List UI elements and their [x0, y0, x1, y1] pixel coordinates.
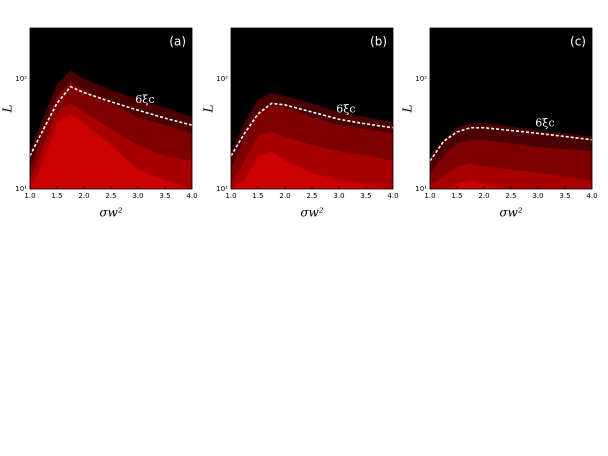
x-tick-label: 3.0 [532, 192, 543, 200]
annotation: 6ξc [336, 102, 355, 115]
y-tick-label: 10¹ [216, 185, 228, 193]
x-tick-label: 2.5 [105, 192, 116, 200]
x-tick-label: 1.5 [451, 192, 462, 200]
x-tick-label: 4.0 [586, 192, 597, 200]
curve [429, 126, 593, 162]
x-tick-label: 1.5 [51, 192, 62, 200]
y-tick-label: 10² [15, 75, 27, 83]
annotation: 6ξc [535, 116, 554, 129]
x-tick-label: 4.0 [387, 192, 398, 200]
x-axis-label: σw² [99, 206, 122, 220]
x-tick-label: 3.5 [159, 192, 170, 200]
curve [29, 85, 193, 157]
x-tick-label: 3.0 [132, 192, 143, 200]
y-axis-label: L [202, 104, 216, 113]
x-tick-label: 1.5 [252, 192, 263, 200]
x-tick-label: 1.0 [225, 192, 236, 200]
contour-band [430, 180, 592, 189]
curve [230, 102, 394, 157]
y-tick-label: 10¹ [415, 185, 427, 193]
x-tick-label: 2.0 [478, 192, 489, 200]
annotation: 6ξc [135, 93, 154, 106]
y-axis-label: L [1, 104, 15, 113]
contour-band [231, 151, 393, 189]
panel-label: (a) [169, 35, 186, 49]
x-tick-label: 2.0 [78, 192, 89, 200]
panel-label: (c) [570, 35, 586, 49]
x-tick-label: 3.0 [333, 192, 344, 200]
x-tick-label: 1.0 [424, 192, 435, 200]
y-tick-label: 10² [415, 75, 427, 83]
y-tick-label: 10¹ [15, 185, 27, 193]
x-tick-label: 3.5 [360, 192, 371, 200]
x-tick-label: 2.0 [279, 192, 290, 200]
x-tick-label: 4.0 [186, 192, 197, 200]
y-tick-label: 10² [216, 75, 228, 83]
y-axis-label: L [401, 104, 415, 113]
panel-label: (b) [370, 35, 387, 49]
x-axis-label: σw² [499, 206, 522, 220]
x-tick-label: 2.5 [306, 192, 317, 200]
x-tick-label: 3.5 [559, 192, 570, 200]
x-tick-label: 2.5 [505, 192, 516, 200]
x-axis-label: σw² [300, 206, 323, 220]
x-tick-label: 1.0 [24, 192, 35, 200]
contour-band [30, 114, 192, 189]
